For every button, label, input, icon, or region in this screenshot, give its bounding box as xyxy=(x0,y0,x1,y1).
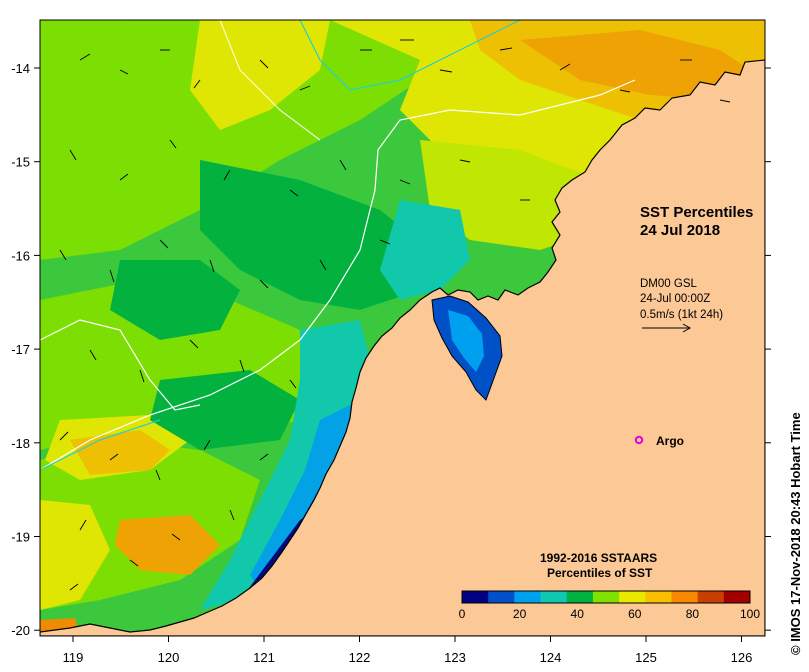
legend-colorbar xyxy=(461,590,751,604)
y-tick-label: -20 xyxy=(11,623,30,638)
legend-color-swatch xyxy=(592,591,620,603)
x-tick-label: 126 xyxy=(731,650,753,665)
land-mass xyxy=(40,59,765,636)
legend-tick-label: 40 xyxy=(571,607,585,621)
plot-border xyxy=(39,19,766,637)
vector-scale-label: 0.5m/s (1kt 24h) xyxy=(640,309,723,321)
legend-color-swatch xyxy=(462,591,489,603)
legend-color-swatch xyxy=(723,591,751,603)
current-vectors xyxy=(59,39,731,591)
legend-color-swatch xyxy=(645,591,672,603)
y-tick-label: -15 xyxy=(11,155,30,170)
legend-tick-label: 60 xyxy=(628,607,642,621)
legend-tick-label: 100 xyxy=(740,607,760,621)
x-tick-label: 121 xyxy=(253,650,275,665)
y-tick-label: -17 xyxy=(11,342,30,357)
legend-color-swatch xyxy=(566,591,594,603)
y-tick-label: -14 xyxy=(11,61,30,76)
x-tick-label: 123 xyxy=(444,650,466,665)
x-tick-label: 119 xyxy=(63,650,84,665)
legend-color-swatch xyxy=(540,591,568,603)
y-tick-label: -19 xyxy=(11,530,30,545)
legend-tick-label: 0 xyxy=(459,607,466,621)
product-time: 24-Jul 00:00Z xyxy=(640,293,710,305)
x-tick-label: 125 xyxy=(635,650,657,665)
copyright-notice: © IMOS 17-Nov-2018 20:43 Hobart Time xyxy=(788,412,803,655)
x-tick-label: 124 xyxy=(540,650,562,665)
map-title: SST Percentiles xyxy=(640,204,753,221)
y-tick-label: -16 xyxy=(11,248,30,263)
legend-colorbar-frame xyxy=(461,590,751,604)
y-tick-label: -18 xyxy=(11,436,30,451)
legend-tick-label: 80 xyxy=(686,607,700,621)
argo-float-marker: Argo xyxy=(634,434,684,448)
x-tick-label: 122 xyxy=(349,650,371,665)
contour-lines xyxy=(40,20,636,471)
map-date: 24 Jul 2018 xyxy=(640,222,720,239)
x-axis-ticks: 119 120 121 122 123 124 125 126 xyxy=(63,636,753,665)
legend-ticks: 0 20 40 60 80 100 xyxy=(459,607,761,621)
legend-subtitle: Percentiles of SST xyxy=(547,566,653,580)
argo-label: Argo xyxy=(656,434,684,448)
map-plot-area xyxy=(40,20,765,636)
y-axis-ticks: -14 -15 -16 -17 -18 -19 -20 xyxy=(11,61,771,638)
legend-color-swatch xyxy=(488,591,515,603)
legend-color-swatch xyxy=(671,591,699,603)
vector-scale-arrow xyxy=(642,323,692,333)
legend-color-swatch xyxy=(697,591,725,603)
product-name: DM00 GSL xyxy=(640,278,697,290)
legend-title: 1992-2016 SSTAARS xyxy=(540,551,657,565)
legend-color-swatch xyxy=(619,591,646,603)
legend-tick-label: 20 xyxy=(513,607,527,621)
legend-color-swatch xyxy=(514,591,542,603)
x-tick-label: 120 xyxy=(158,650,180,665)
